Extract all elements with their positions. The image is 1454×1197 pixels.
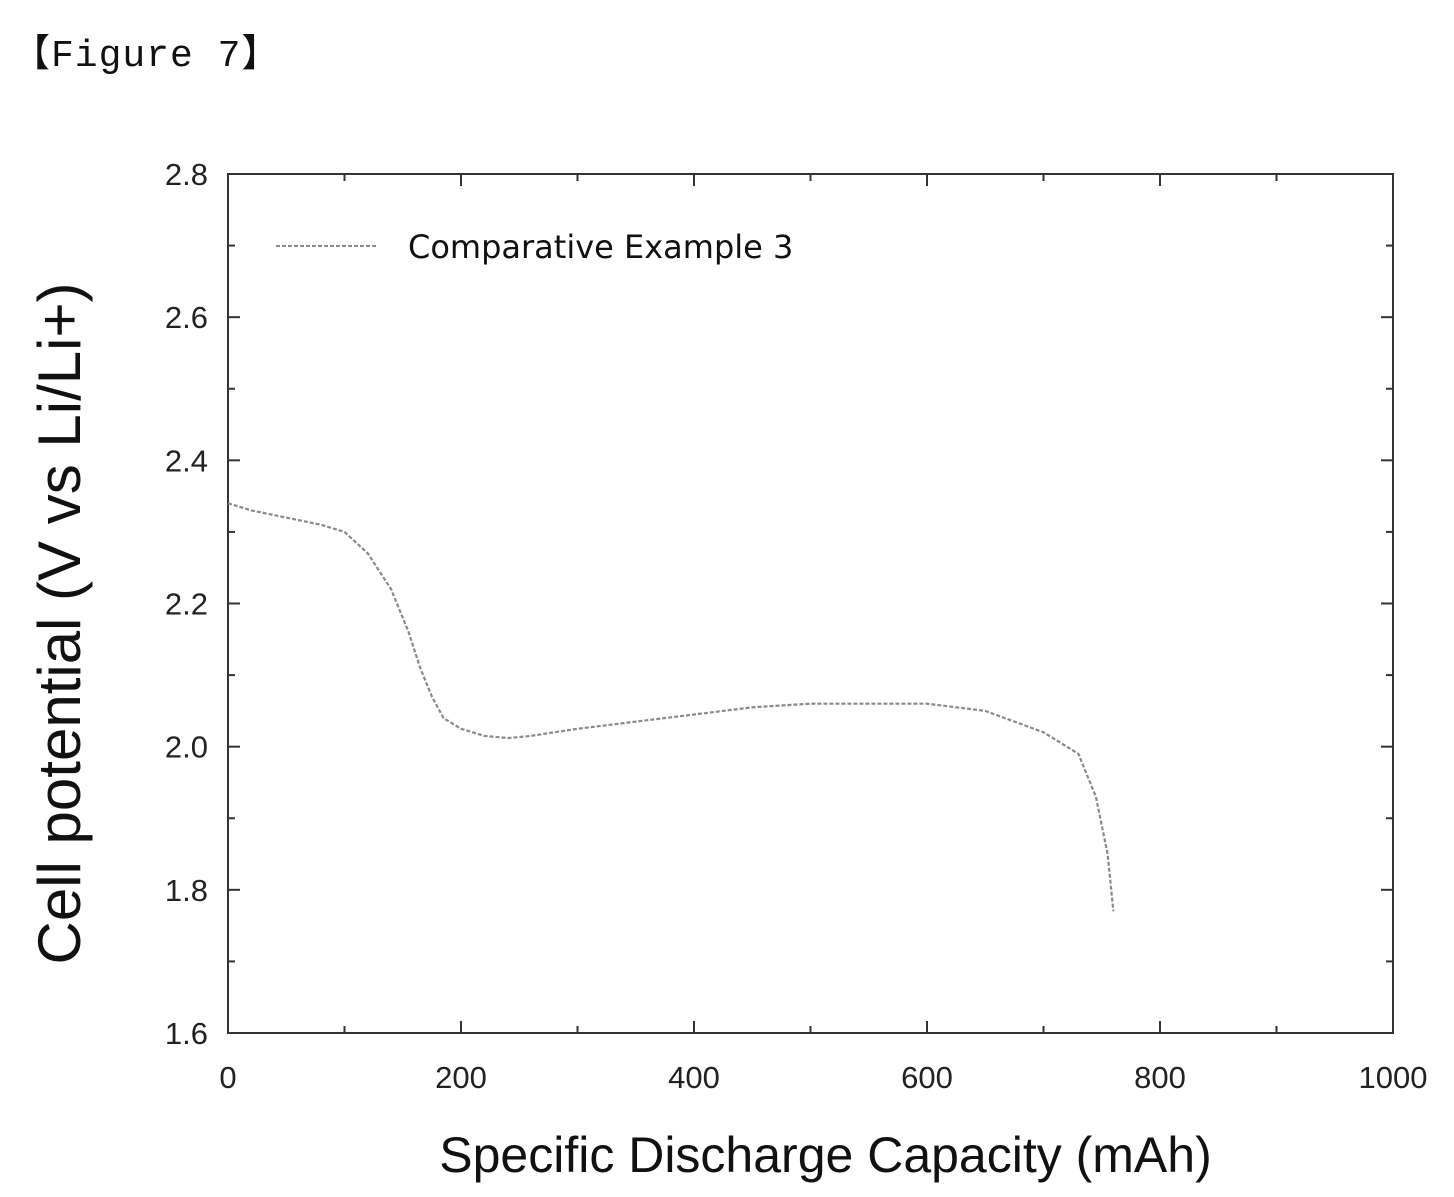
x-axis-label: Specific Discharge Capacity (mAh) (439, 1127, 1212, 1183)
x-tick-labels: 0 200 400 600 800 1000 (219, 1060, 1427, 1095)
x-tick-label: 1000 (1359, 1060, 1428, 1095)
x-tick-label: 600 (901, 1060, 953, 1095)
y-tick-label: 2.8 (165, 157, 208, 192)
y-tick-label: 1.8 (165, 873, 208, 908)
y-tick-label: 2.4 (165, 443, 208, 478)
y-tick-label: 2.6 (165, 300, 208, 335)
legend-label: Comparative Example 3 (408, 228, 793, 266)
y-tick-labels: 1.6 1.8 2.0 2.2 2.4 2.6 2.8 (165, 157, 208, 1051)
x-tick-label: 200 (435, 1060, 487, 1095)
y-tick-label: 2.0 (165, 730, 208, 765)
x-tick-label: 400 (668, 1060, 720, 1095)
y-axis-label: Cell potential (V vs Li/Li+) (26, 283, 93, 965)
plot-border (227, 173, 1394, 1034)
series-group (227, 502, 1115, 912)
x-tick-label: 0 (219, 1060, 236, 1095)
axis-ticks (227, 173, 1394, 1034)
y-tick-label: 1.6 (165, 1016, 208, 1051)
figure-label: 【Figure 7】 (12, 35, 281, 78)
y-tick-label: 2.2 (165, 587, 208, 622)
legend: Comparative Example 3 (276, 228, 793, 266)
plot-frame (227, 173, 1394, 1034)
x-tick-label: 800 (1134, 1060, 1186, 1095)
series-line (227, 502, 1115, 912)
